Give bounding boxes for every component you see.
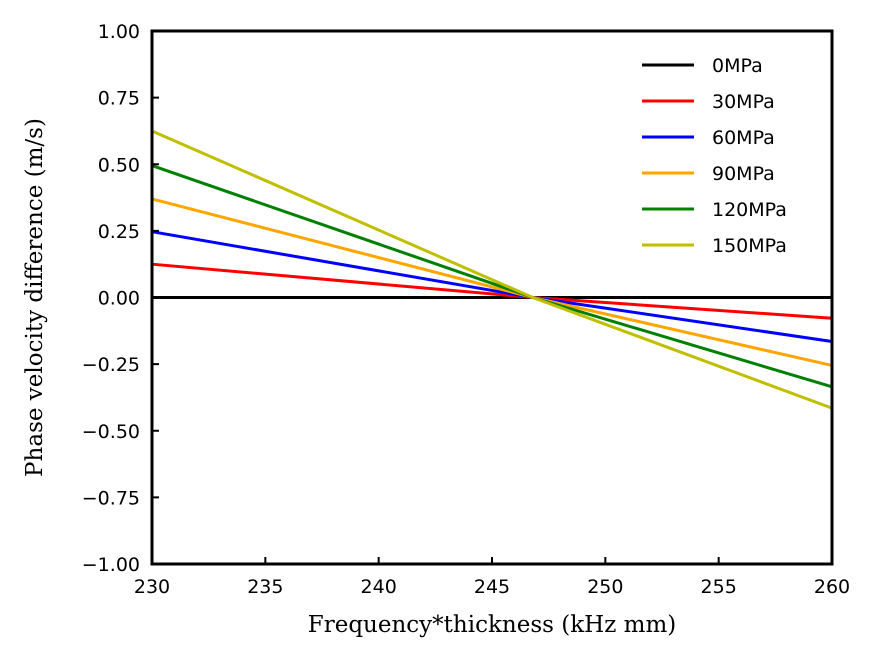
x-tick-label: 235 [247,576,283,598]
legend-label: 30MPa [712,91,775,113]
x-tick-label: 230 [134,576,170,598]
legend-item-90mpa: 90MPa [642,163,775,185]
legend-label: 150MPa [712,235,787,257]
plot-lines [151,129,833,410]
y-tick-label: −0.25 [82,354,140,376]
x-tick-label: 240 [361,576,397,598]
y-tick-label: −0.50 [82,421,140,443]
y-axis-title: Phase velocity difference (m/s) [22,118,48,477]
legend-item-60mpa: 60MPa [642,127,775,149]
y-tick-label: −0.75 [82,487,140,509]
legend-label: 0MPa [712,55,763,77]
x-axis-title: Frequency*thickness (kHz mm) [308,612,676,638]
x-tick-label: 245 [474,576,510,598]
y-tick-label: 0.00 [98,288,140,310]
legend-item-0mpa: 0MPa [642,55,763,77]
y-tick-label: −1.00 [82,554,140,576]
y-tick-label: 0.75 [98,88,140,110]
legend-item-30mpa: 30MPa [642,91,775,113]
y-tick-label: 1.00 [98,21,140,43]
legend-item-150mpa: 150MPa [642,235,787,257]
x-tick-label: 255 [701,576,737,598]
axis-ticks: 230 235 240 245 250 255 260 −1.00 −0.75 −0.50 −0.2… [82,21,850,598]
legend-item-120mpa: 120MPa [642,199,787,221]
legend-label: 120MPa [712,199,787,221]
legend-label: 60MPa [712,127,775,149]
y-tick-label: 0.50 [98,154,140,176]
plot-frame [150,29,834,566]
y-tick-label: 0.25 [98,221,140,243]
x-tick-label: 260 [814,576,850,598]
x-tick-label: 250 [587,576,623,598]
legend-label: 90MPa [712,163,775,185]
series-line-150mpa [151,129,833,410]
legend: 0MPa 30MPa 60MPa 90MPa 120MPa 150MPa [642,55,787,257]
